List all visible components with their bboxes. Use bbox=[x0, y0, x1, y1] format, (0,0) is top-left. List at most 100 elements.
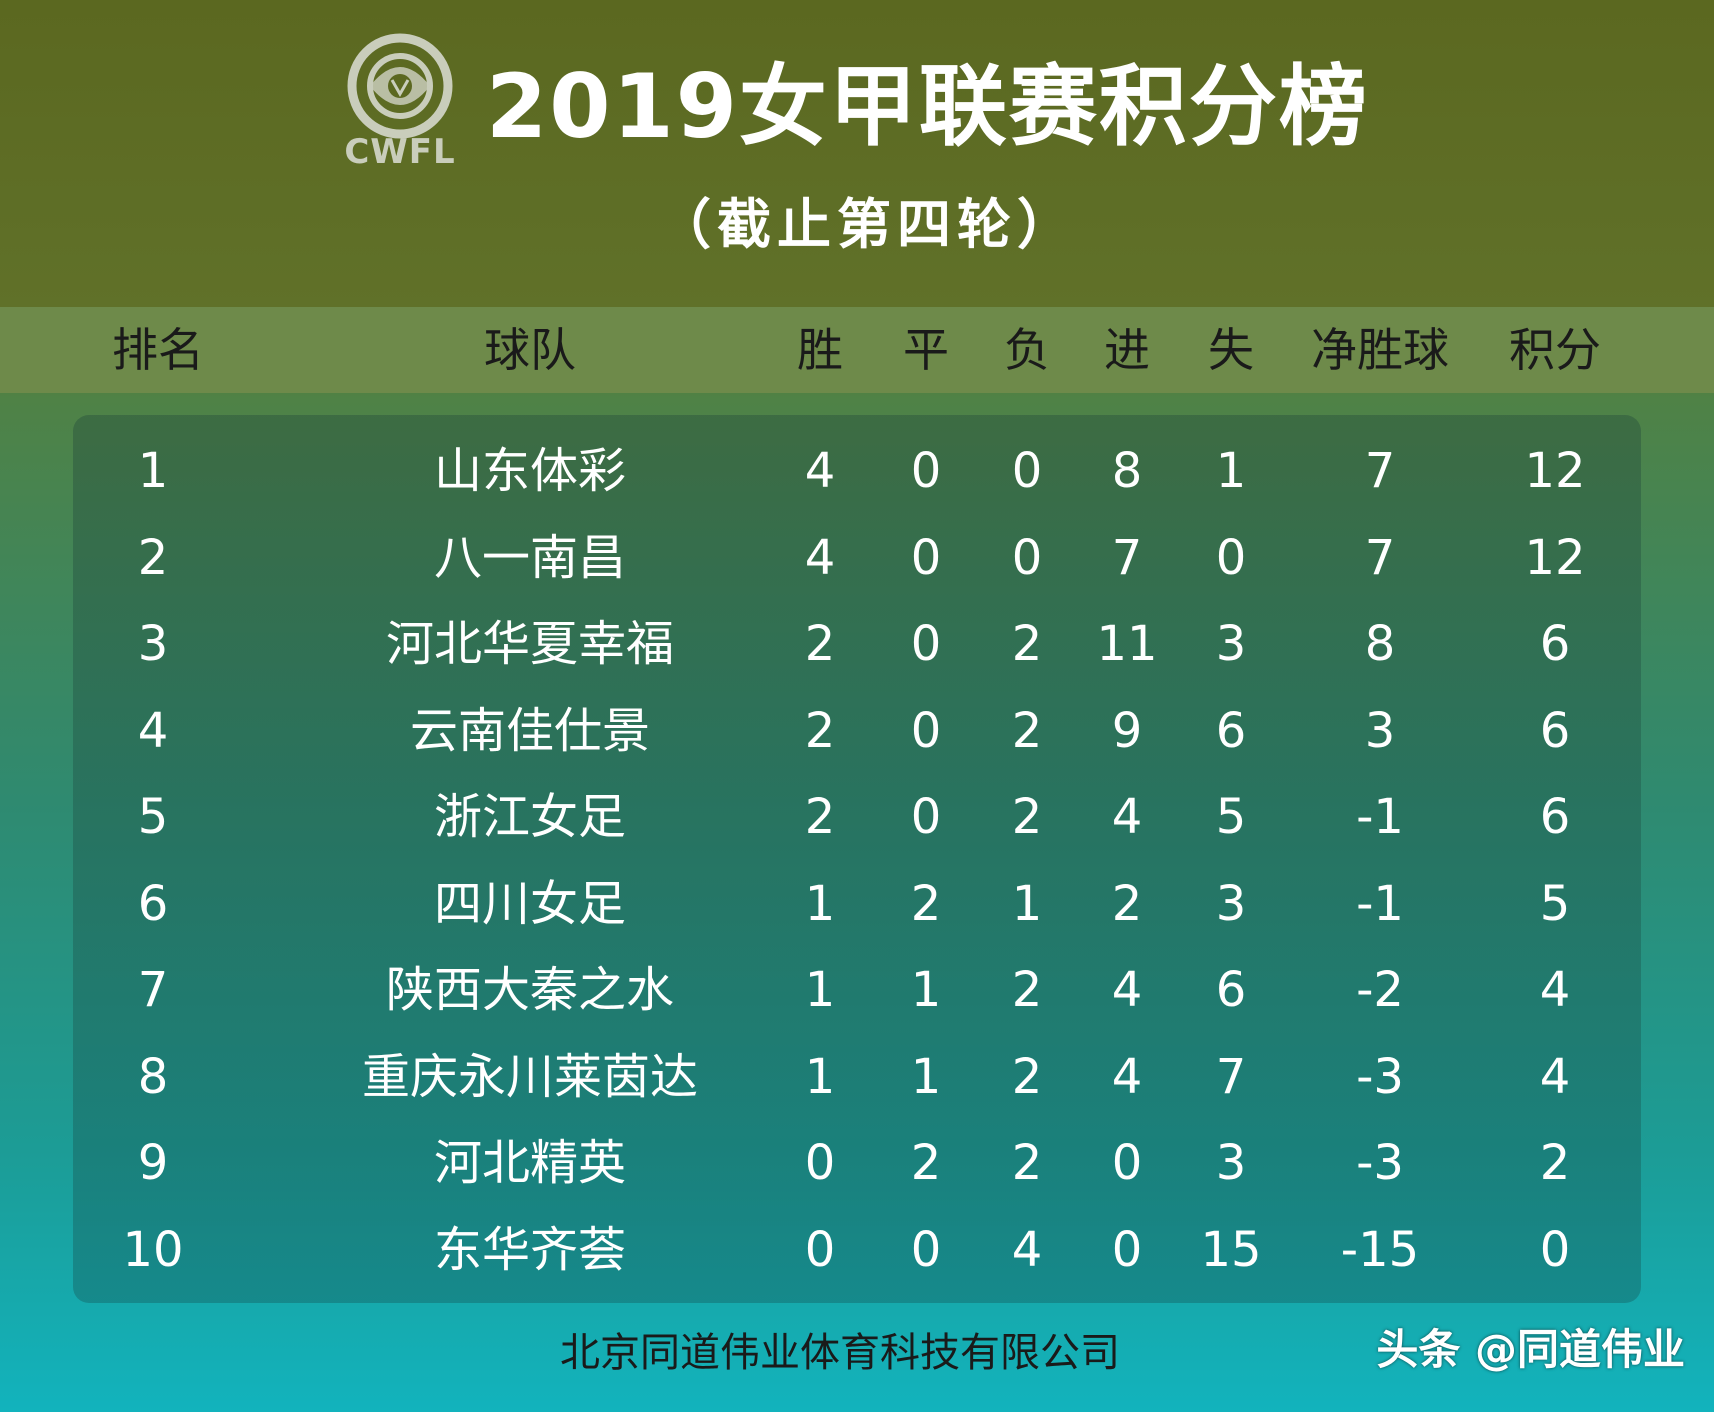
table-row: 10 东华齐荟 0 0 4 0 15 -15 0 bbox=[0, 1207, 1714, 1293]
page-subtitle: （截止第四轮） bbox=[657, 193, 1077, 256]
cell-draw: 1 bbox=[910, 1048, 942, 1105]
cell-goal-difference: -15 bbox=[1340, 1221, 1420, 1278]
cell-goals-against: 3 bbox=[1215, 875, 1247, 932]
header-goal-difference: 净胜球 bbox=[1311, 323, 1449, 377]
cell-goals-for: 4 bbox=[1111, 962, 1143, 1018]
header-goals-against: 失 bbox=[1208, 323, 1254, 377]
cell-draw: 0 bbox=[910, 789, 942, 845]
cell-goals-against: 15 bbox=[1200, 1221, 1262, 1278]
cell-draw: 0 bbox=[910, 702, 942, 759]
table-row: 3 河北华夏幸福 2 0 2 11 3 8 6 bbox=[0, 601, 1714, 687]
cell-goals-for: 4 bbox=[1111, 1048, 1143, 1105]
cell-goals-for: 2 bbox=[1111, 875, 1143, 932]
cell-goals-against: 7 bbox=[1215, 1048, 1247, 1105]
cell-team: 八一南昌 bbox=[433, 529, 626, 586]
cell-rank: 6 bbox=[137, 875, 169, 932]
cell-loss: 2 bbox=[1011, 789, 1043, 845]
cell-loss: 4 bbox=[1011, 1221, 1043, 1278]
table-row: 7 陕西大秦之水 1 1 2 4 6 -2 4 bbox=[0, 947, 1714, 1033]
cell-loss: 0 bbox=[1011, 529, 1043, 586]
cell-win: 2 bbox=[804, 789, 836, 845]
cell-loss: 2 bbox=[1011, 1048, 1043, 1105]
header-goals-for: 进 bbox=[1104, 323, 1150, 377]
cell-points: 12 bbox=[1524, 443, 1586, 499]
cell-goals-against: 3 bbox=[1215, 1135, 1247, 1191]
cell-draw: 0 bbox=[910, 1221, 942, 1278]
cell-rank: 2 bbox=[137, 529, 169, 586]
cell-team: 重庆永川莱茵达 bbox=[361, 1048, 698, 1105]
cell-draw: 1 bbox=[910, 962, 942, 1018]
cell-win: 0 bbox=[804, 1221, 836, 1278]
cell-draw: 0 bbox=[910, 616, 942, 672]
cell-goals-for: 7 bbox=[1111, 529, 1143, 586]
table-row: 5 浙江女足 2 0 2 4 5 -1 6 bbox=[0, 774, 1714, 860]
logo-text: CWFL bbox=[344, 132, 456, 172]
cell-loss: 2 bbox=[1011, 702, 1043, 759]
cell-win: 4 bbox=[804, 443, 836, 499]
cell-goal-difference: -1 bbox=[1356, 875, 1404, 932]
cell-goal-difference: 8 bbox=[1364, 616, 1396, 672]
cell-rank: 9 bbox=[137, 1135, 169, 1191]
header-draw: 平 bbox=[903, 323, 949, 377]
cell-rank: 10 bbox=[122, 1221, 184, 1278]
cell-win: 2 bbox=[804, 702, 836, 759]
header-rank: 排名 bbox=[112, 323, 204, 377]
cell-goals-for: 4 bbox=[1111, 789, 1143, 845]
cell-win: 1 bbox=[804, 875, 836, 932]
cell-rank: 7 bbox=[137, 962, 169, 1018]
cell-goals-against: 3 bbox=[1215, 616, 1247, 672]
table-row: 9 河北精英 0 2 2 0 3 -3 2 bbox=[0, 1120, 1714, 1206]
cell-team: 东华齐荟 bbox=[433, 1221, 626, 1278]
cell-points: 6 bbox=[1539, 789, 1571, 845]
cell-points: 12 bbox=[1524, 529, 1586, 586]
header-win: 胜 bbox=[797, 323, 843, 377]
cell-team: 河北精英 bbox=[433, 1135, 626, 1191]
cell-loss: 0 bbox=[1011, 443, 1043, 499]
cell-points: 0 bbox=[1539, 1221, 1571, 1278]
cell-draw: 0 bbox=[910, 529, 942, 586]
cell-win: 1 bbox=[804, 1048, 836, 1105]
header-team: 球队 bbox=[484, 323, 576, 377]
cell-points: 6 bbox=[1539, 702, 1571, 759]
cell-goals-against: 5 bbox=[1215, 789, 1247, 845]
cell-goal-difference: -2 bbox=[1356, 962, 1404, 1018]
cell-points: 6 bbox=[1539, 616, 1571, 672]
cell-rank: 3 bbox=[137, 616, 169, 672]
cell-goal-difference: 3 bbox=[1364, 702, 1396, 759]
cell-goals-against: 6 bbox=[1215, 702, 1247, 759]
cell-goals-for: 0 bbox=[1111, 1135, 1143, 1191]
cell-team: 四川女足 bbox=[433, 875, 626, 932]
cell-rank: 4 bbox=[137, 702, 169, 759]
cell-team: 浙江女足 bbox=[433, 789, 626, 845]
cell-goal-difference: 7 bbox=[1364, 443, 1396, 499]
cell-points: 5 bbox=[1539, 875, 1571, 932]
cell-goals-against: 0 bbox=[1215, 529, 1247, 586]
cell-goal-difference: 7 bbox=[1364, 529, 1396, 586]
table-row: 4 云南佳仕景 2 0 2 9 6 3 6 bbox=[0, 688, 1714, 774]
cell-points: 4 bbox=[1539, 962, 1571, 1018]
cell-win: 4 bbox=[804, 529, 836, 586]
cell-team: 陕西大秦之水 bbox=[385, 962, 674, 1018]
page-title: 2019女甲联赛积分榜 bbox=[486, 55, 1369, 158]
source-watermark: 头条 @同道伟业 bbox=[1376, 1325, 1685, 1374]
table-row: 1 山东体彩 4 0 0 8 1 7 12 bbox=[0, 428, 1714, 514]
cell-points: 2 bbox=[1539, 1135, 1571, 1191]
header-loss: 负 bbox=[1004, 323, 1050, 377]
cwfl-rose-logo-icon bbox=[347, 33, 453, 139]
cell-points: 4 bbox=[1539, 1048, 1571, 1105]
header-points: 积分 bbox=[1509, 323, 1601, 377]
cell-draw: 2 bbox=[910, 875, 942, 932]
standings-table-panel bbox=[73, 415, 1641, 1303]
cell-goals-against: 6 bbox=[1215, 962, 1247, 1018]
table-row: 8 重庆永川莱茵达 1 1 2 4 7 -3 4 bbox=[0, 1034, 1714, 1120]
cell-team: 河北华夏幸福 bbox=[385, 616, 674, 672]
company-name: 北京同道伟业体育科技有限公司 bbox=[560, 1330, 1120, 1376]
cell-goals-for: 9 bbox=[1111, 702, 1143, 759]
cell-goal-difference: -3 bbox=[1356, 1048, 1404, 1105]
cell-rank: 5 bbox=[137, 789, 169, 845]
cell-loss: 1 bbox=[1011, 875, 1043, 932]
cell-loss: 2 bbox=[1011, 616, 1043, 672]
table-header: 排名 球队 胜 平 负 进 失 净胜球 积分 bbox=[0, 307, 1714, 393]
cell-rank: 8 bbox=[137, 1048, 169, 1105]
cell-goals-for: 8 bbox=[1111, 443, 1143, 499]
